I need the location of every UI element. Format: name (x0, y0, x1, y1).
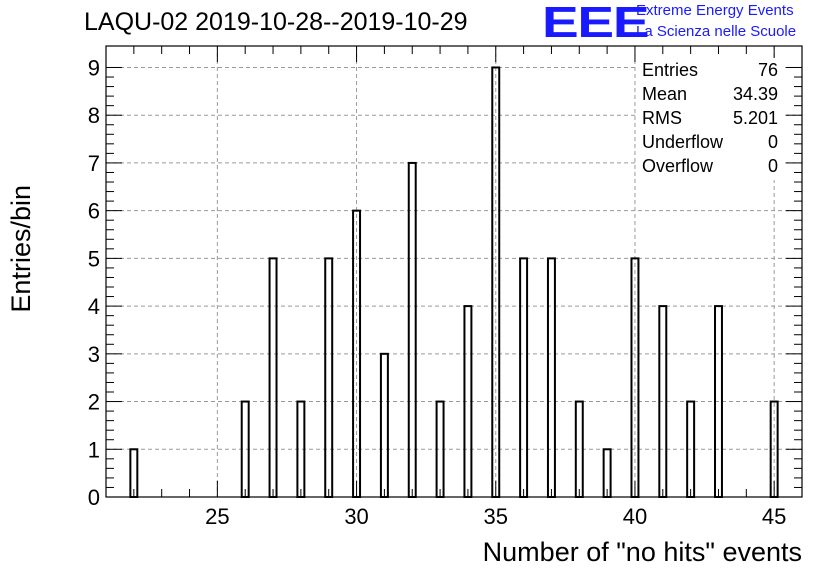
x-tick-label: 45 (762, 504, 786, 529)
stats-row: Entries 76 (636, 58, 782, 82)
stat-name: Underflow (642, 132, 724, 152)
logo-mark: EEE (542, 0, 650, 47)
y-tick-label: 8 (88, 103, 100, 128)
x-tick-label: 35 (484, 504, 508, 529)
histogram-bar (546, 257, 556, 499)
x-tick-label: 25 (205, 504, 229, 529)
eee-logo: EEE Extreme Energy Events La Scienza nel… (542, 0, 832, 47)
stats-row: Mean 34.39 (636, 82, 782, 106)
logo-line-2: La Scienza nelle Scuole (636, 23, 797, 40)
y-tick-label: 6 (88, 199, 100, 224)
grid-lines (106, 46, 802, 497)
histogram-bar (407, 161, 417, 498)
histogram-bar (379, 352, 389, 499)
stat-name: Mean (642, 84, 688, 104)
y-tick-label: 7 (88, 151, 100, 176)
y-tick-label: 4 (88, 294, 100, 319)
y-tick-label: 5 (88, 246, 100, 271)
y-tick-label: 0 (88, 485, 100, 510)
stat-value: 76 (757, 60, 778, 80)
x-tick-label: 30 (344, 504, 368, 529)
stat-value: 0 (767, 156, 778, 176)
x-tick-label: 40 (623, 504, 647, 529)
stat-name: RMS (642, 108, 682, 128)
stats-row: Underflow 0 (636, 130, 782, 154)
y-tick-label: 2 (88, 390, 100, 415)
stats-row: RMS 5.201 (636, 106, 782, 130)
stat-value: 34.39 (732, 84, 778, 104)
y-tick-label: 3 (88, 342, 100, 367)
stat-value: 5.201 (732, 108, 778, 128)
y-tick-label: 9 (88, 55, 100, 80)
stat-value: 0 (767, 132, 778, 152)
x-axis-label: Number of "no hits" events (482, 537, 802, 567)
logo-line-1: Extreme Energy Events (636, 2, 794, 19)
y-tick-label: 1 (88, 437, 100, 462)
histogram-bar (268, 257, 278, 499)
stats-row: Overflow 0 (636, 154, 782, 178)
chart-title: LAQU-02 2019-10-28--2019-10-29 (84, 8, 468, 36)
stats-box: Entries 76 Mean 34.39 RMS 5.201 Underflow 0 … (636, 58, 782, 180)
histogram-bar (324, 257, 334, 499)
stat-name: Overflow (642, 156, 714, 176)
stat-name: Entries (642, 60, 699, 80)
plot-frame (105, 45, 803, 498)
histogram-bar (519, 257, 529, 499)
